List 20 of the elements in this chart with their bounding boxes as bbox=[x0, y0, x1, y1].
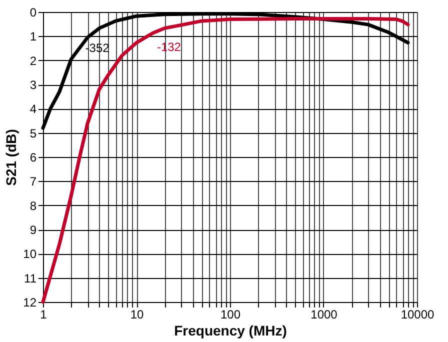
y-tick-label: 12 bbox=[23, 296, 37, 310]
x-axis-title: Frequency (MHz) bbox=[174, 322, 287, 338]
x-tick-label: 1 bbox=[40, 308, 48, 322]
y-tick-label: 5 bbox=[30, 126, 37, 140]
x-tick-label: 10 bbox=[130, 308, 144, 322]
x-tick-label: 1000 bbox=[310, 308, 338, 322]
y-tick-label: 9 bbox=[30, 223, 37, 237]
y-tick-label: 11 bbox=[24, 271, 37, 286]
y-tick-label: 3 bbox=[30, 78, 37, 92]
y-tick-label: 1 bbox=[30, 30, 37, 44]
y-tick-label: 10 bbox=[23, 247, 37, 262]
y-tick-label: 4 bbox=[30, 102, 37, 116]
y-tick-label: 0 bbox=[30, 6, 37, 20]
x-tick-label: 100 bbox=[220, 308, 241, 322]
y-tick-label: 7 bbox=[30, 174, 37, 189]
y-tick-label: 8 bbox=[30, 198, 37, 213]
y-axis-title: S21 (dB) bbox=[3, 129, 20, 186]
y-tick-label: 6 bbox=[30, 150, 37, 164]
x-tick-label: 10000 bbox=[400, 308, 435, 322]
y-tick-label: 2 bbox=[30, 54, 37, 68]
